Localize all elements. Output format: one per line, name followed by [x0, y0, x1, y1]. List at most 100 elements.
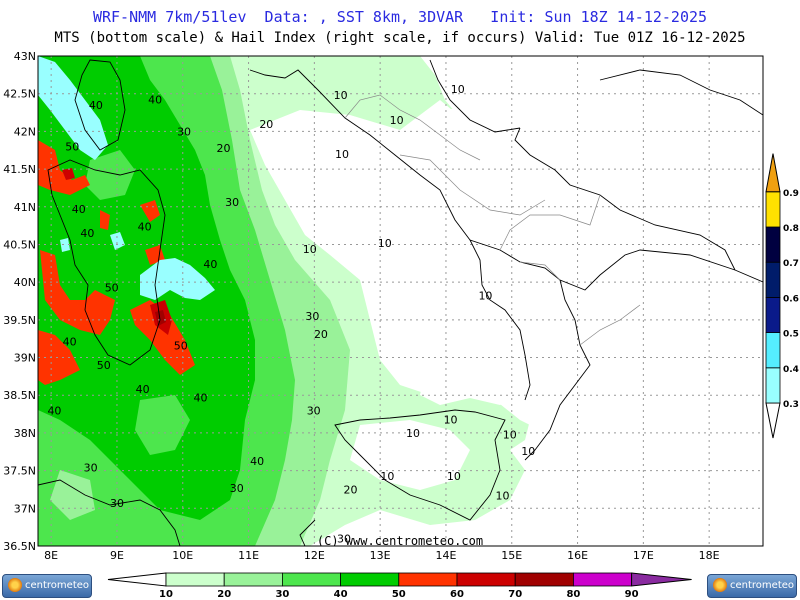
contour-value-label: 10 — [406, 427, 420, 440]
mts-scale-tick: 20 — [217, 589, 231, 600]
contour-value-label: 40 — [148, 94, 162, 107]
mts-field-below10 — [250, 100, 470, 395]
lat-tick-label: 43N — [14, 50, 36, 63]
lon-tick-label: 13E — [370, 549, 391, 562]
mts-scale-swatch — [223, 572, 283, 587]
scale-low-arrow — [107, 572, 167, 587]
region-borders — [344, 94, 641, 346]
hail-scale-swatch — [765, 261, 781, 298]
mts-scale-swatch — [456, 572, 516, 587]
lon-tick-label: 14E — [435, 549, 456, 562]
contour-value-label: 30 — [307, 404, 321, 417]
mts-scale-tick: 40 — [334, 589, 348, 600]
contour-value-label: 50 — [65, 140, 79, 153]
map-area: 40 40 30 20 20 10 10 10 10 50 40 40 30 40 10 10 40 50 10 30… — [38, 56, 763, 548]
hail-scale-tick: 0.7 — [783, 259, 799, 269]
mts-scale-tick: 60 — [450, 589, 464, 600]
sun-icon — [8, 578, 22, 592]
mts-scale-tick: 80 — [566, 589, 580, 600]
lat-tick-label: 41N — [14, 201, 36, 214]
contour-value-label: 40 — [80, 227, 94, 240]
contour-value-label: 40 — [72, 203, 86, 216]
product-valid-title: MTS (bottom scale) & Hail Index (right s… — [54, 30, 746, 46]
lon-tick-label: 17E — [633, 549, 654, 562]
lat-tick-label: 36.5N — [3, 540, 36, 553]
sun-icon — [713, 578, 727, 592]
hail-scale-tick: 0.3 — [783, 400, 799, 410]
run-info-title: WRF-NMM 7km/51lev Data: , SST 8km, 3DVAR… — [92, 8, 708, 26]
lon-tick-label: 11E — [238, 549, 259, 562]
mts-scale-tick: 90 — [625, 589, 639, 600]
lat-tick-label: 38N — [14, 427, 36, 440]
lat-tick-label: 42.5N — [3, 88, 36, 101]
contour-value-label: 40 — [89, 99, 103, 112]
contour-value-label: 10 — [503, 428, 517, 441]
contour-labels: 40 40 30 20 20 10 10 10 10 50 40 40 30 40 10 10 40 50 10 30… — [47, 83, 535, 545]
lon-tick-label: 10E — [172, 549, 193, 562]
contour-value-label: 10 — [335, 148, 349, 161]
mts-scale-swatch — [398, 572, 458, 587]
contour-value-label: 10 — [451, 83, 465, 96]
hail-scale-tick: 0.5 — [783, 330, 799, 340]
mts-scale-swatch — [573, 572, 633, 587]
lon-tick-label: 15E — [501, 549, 522, 562]
contour-value-label: 40 — [47, 404, 61, 417]
contour-value-label: 20 — [259, 118, 273, 131]
hail-scale-swatch — [765, 226, 781, 263]
contour-value-label: 30 — [337, 532, 351, 545]
mts-scale-swatch — [514, 572, 574, 587]
map-frame — [37, 55, 764, 547]
mts-scale-tick: 10 — [159, 589, 173, 600]
copyright-text: (C) www.centrometeo.com — [317, 534, 483, 548]
lon-tick-label: 18E — [699, 549, 720, 562]
contour-value-label: 40 — [250, 455, 264, 468]
contour-value-label: 50 — [105, 281, 119, 294]
lat-tick-label: 39.5N — [3, 314, 36, 327]
hail-scale-tick: 0.4 — [783, 365, 799, 375]
contour-value-label: 50 — [174, 339, 188, 352]
hail-scale-swatch — [765, 191, 781, 228]
contour-value-label: 40 — [203, 258, 217, 271]
hail-scale-high-arrow — [765, 153, 781, 193]
contour-value-label: 10 — [378, 237, 392, 250]
contour-value-label: 10 — [390, 114, 404, 127]
contour-value-label: 10 — [334, 89, 348, 102]
scale-high-arrow — [631, 572, 692, 587]
lat-tick-label: 39N — [14, 352, 36, 365]
mts-scale-swatch — [165, 572, 225, 587]
lon-tick-label: 12E — [304, 549, 325, 562]
lat-tick-label: 40N — [14, 276, 36, 289]
hail-scale-swatch — [765, 296, 781, 333]
contour-value-label: 50 — [97, 359, 111, 372]
contour-value-label: 40 — [138, 220, 152, 233]
hail-scale-swatch — [765, 332, 781, 369]
contour-value-label: 20 — [344, 483, 358, 496]
contour-value-label: 30 — [110, 497, 124, 510]
contour-value-label: 30 — [84, 462, 98, 475]
hail-scale-low-arrow — [765, 402, 781, 439]
mts-scale-swatch — [340, 572, 400, 587]
lat-tick-label: 40.5N — [3, 238, 36, 251]
contour-value-label: 30 — [305, 310, 319, 323]
centrometeo-logo-right[interactable]: centrometeo — [707, 574, 797, 598]
contour-value-label: 10 — [444, 413, 458, 426]
mts-field-50 — [38, 140, 195, 385]
hail-color-scale: 0.3 0.4 0.5 0.6 0.7 0.8 0.9 — [765, 153, 799, 439]
contour-value-label: 30 — [230, 482, 244, 495]
lon-tick-label: 8E — [44, 549, 58, 562]
contour-value-label: 10 — [303, 243, 317, 256]
lat-tick-label: 37.5N — [3, 465, 36, 478]
centrometeo-logo-left[interactable]: centrometeo — [2, 574, 92, 598]
mts-scale-tick: 30 — [275, 589, 289, 600]
hail-scale-swatch — [765, 367, 781, 404]
mts-scale-tick: 70 — [508, 589, 522, 600]
lon-tick-label: 16E — [567, 549, 588, 562]
contour-value-label: 20 — [217, 142, 231, 155]
lat-lon-grid — [38, 56, 763, 546]
hail-scale-tick: 0.6 — [783, 294, 799, 304]
contour-value-label: 10 — [447, 470, 461, 483]
lat-tick-label: 38.5N — [3, 389, 36, 402]
contour-value-label: 10 — [496, 489, 510, 502]
contour-value-label: 10 — [521, 445, 535, 458]
